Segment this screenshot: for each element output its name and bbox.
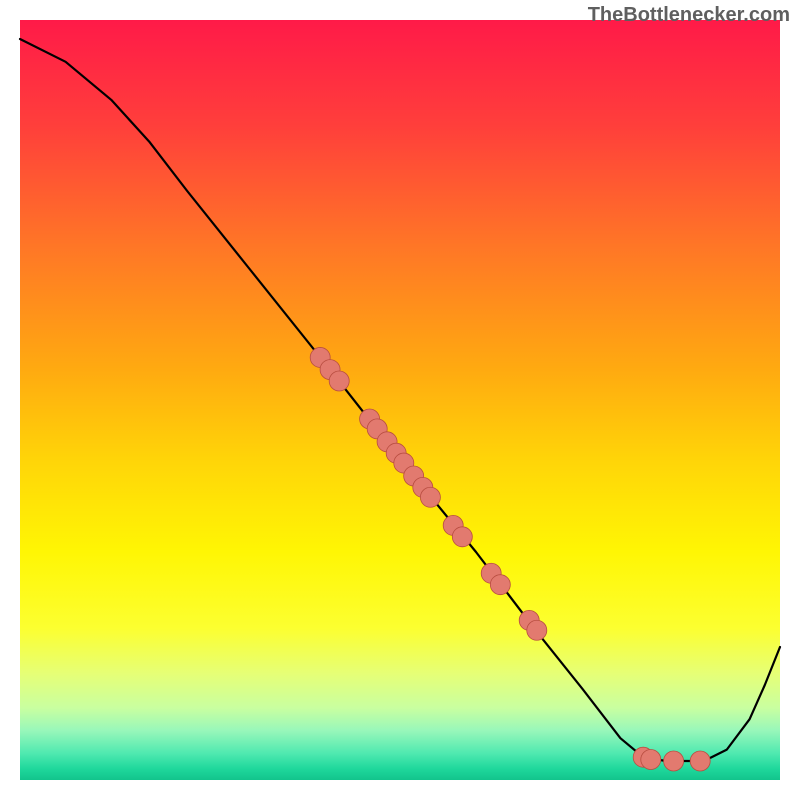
gradient-background [0,0,800,800]
chart-container: TheBottlenecker.com [0,0,800,800]
gradient-rect [20,20,780,780]
watermark-text: TheBottlenecker.com [588,4,790,27]
